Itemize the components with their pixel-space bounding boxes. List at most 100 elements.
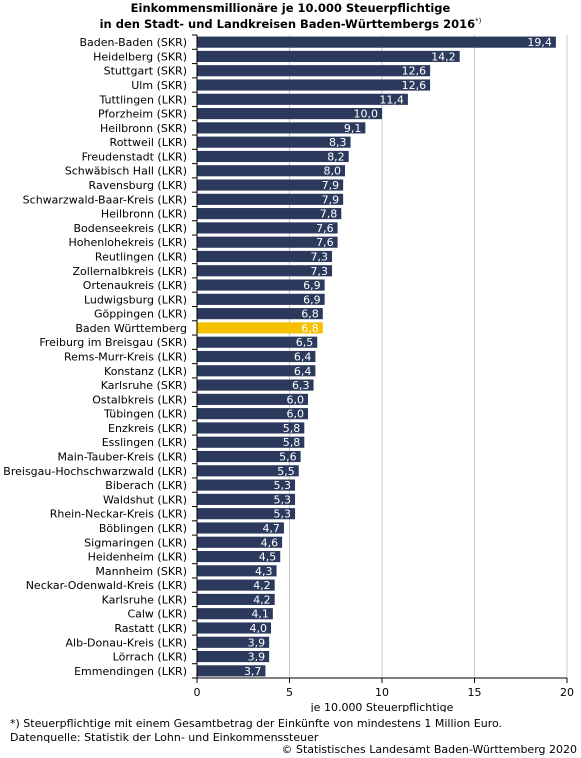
bar-value-label: 7,8 bbox=[320, 208, 338, 221]
category-label: Göppingen (LKR) bbox=[94, 308, 187, 321]
bar bbox=[197, 665, 266, 677]
x-axis-label: je 10.000 Steuerpflichtige bbox=[310, 701, 454, 712]
title-footnote-marker: *) bbox=[475, 17, 482, 25]
bar-value-label: 7,6 bbox=[316, 236, 334, 249]
bar-value-label: 7,9 bbox=[322, 179, 340, 192]
bar-value-label: 5,3 bbox=[274, 508, 292, 521]
footnote: *) Steuerpflichtige mit einem Gesamtbetr… bbox=[10, 717, 503, 730]
bar-value-label: 7,3 bbox=[311, 250, 329, 263]
category-label: Ortenaukreis (LKR) bbox=[83, 279, 187, 292]
bar bbox=[197, 79, 431, 91]
bar bbox=[197, 522, 284, 534]
title-line-2: in den Stadt- und Landkreisen Baden-Würt… bbox=[0, 15, 581, 31]
bar bbox=[197, 650, 270, 663]
bar bbox=[197, 608, 273, 620]
category-label: Pforzheim (SKR) bbox=[98, 108, 187, 121]
category-label: Heilbronn (SKR) bbox=[100, 122, 187, 135]
bar-value-label: 7,3 bbox=[311, 265, 329, 278]
x-tick-label: 5 bbox=[286, 686, 293, 699]
category-label: Reutlingen (LKR) bbox=[95, 250, 187, 263]
bar-value-label: 6,8 bbox=[301, 322, 319, 335]
category-label: Baden Württemberg bbox=[75, 322, 187, 335]
category-label: Baden-Baden (SKR) bbox=[79, 36, 187, 49]
category-label: Neckar-Odenwald-Kreis (LKR) bbox=[26, 579, 187, 592]
bar-value-label: 5,8 bbox=[283, 436, 301, 449]
title-line-2-text: in den Stadt- und Landkreisen Baden-Würt… bbox=[99, 16, 476, 31]
category-label: Ravensburg (LKR) bbox=[89, 179, 187, 192]
x-tick-label: 20 bbox=[560, 686, 574, 699]
bar-value-label: 5,5 bbox=[277, 465, 295, 478]
bar bbox=[197, 365, 316, 377]
bar-value-label: 8,3 bbox=[329, 136, 347, 149]
bar bbox=[197, 322, 323, 334]
bar-value-label: 4,7 bbox=[262, 522, 280, 535]
bar bbox=[197, 50, 460, 63]
category-label: Bodenseekreis (LKR) bbox=[73, 222, 187, 235]
bar bbox=[197, 479, 296, 491]
bar bbox=[197, 65, 431, 77]
bar-value-label: 6,9 bbox=[303, 293, 321, 306]
bar bbox=[197, 350, 316, 363]
category-label: Heidenheim (LKR) bbox=[88, 551, 187, 564]
bar bbox=[197, 593, 275, 605]
title-line-1: Einkommensmillionäre je 10.000 Steuerpfl… bbox=[130, 1, 451, 15]
bar bbox=[197, 579, 275, 591]
category-label: Alb-Donau-Kreis (LKR) bbox=[66, 636, 188, 649]
bar bbox=[197, 422, 305, 434]
category-label: Ulm (SKR) bbox=[131, 79, 187, 92]
bar-value-label: 4,2 bbox=[253, 593, 271, 606]
bar bbox=[197, 536, 283, 548]
bar-value-label: 12,6 bbox=[402, 65, 427, 78]
category-label: Rems-Murr-Kreis (LKR) bbox=[64, 351, 187, 364]
bar bbox=[197, 122, 366, 134]
bar-value-label: 8,0 bbox=[324, 165, 342, 178]
bar-value-label: 6,5 bbox=[296, 336, 314, 349]
category-label: Rhein-Neckar-Kreis (LKR) bbox=[50, 508, 187, 521]
bar bbox=[197, 636, 270, 648]
bar bbox=[197, 208, 342, 220]
bar bbox=[197, 493, 296, 505]
bar-value-label: 19,4 bbox=[527, 36, 552, 49]
category-label: Schwäbisch Hall (LKR) bbox=[65, 165, 187, 178]
bar-value-label: 5,8 bbox=[283, 422, 301, 435]
category-label: Lörrach (LKR) bbox=[113, 651, 187, 664]
bar-value-label: 11,4 bbox=[379, 93, 404, 106]
x-tick-label: 0 bbox=[194, 686, 201, 699]
copyright: © Statistisches Landesamt Baden-Württemb… bbox=[281, 743, 577, 756]
bar bbox=[197, 565, 277, 577]
category-label: Tübingen (LKR) bbox=[103, 408, 187, 421]
bar bbox=[197, 393, 308, 405]
bar bbox=[197, 336, 318, 348]
category-label: Stuttgart (SKR) bbox=[104, 65, 187, 78]
category-label: Rastatt (LKR) bbox=[114, 622, 187, 635]
category-label: Schwarzwald-Baar-Kreis (LKR) bbox=[23, 193, 187, 206]
category-label: Calw (LKR) bbox=[127, 608, 187, 621]
category-label: Main-Tauber-Kreis (LKR) bbox=[58, 451, 187, 464]
bar-value-label: 4,0 bbox=[250, 622, 268, 635]
bar-value-label: 10,0 bbox=[354, 108, 379, 121]
bar bbox=[197, 279, 325, 291]
bar bbox=[197, 236, 338, 248]
bar-value-label: 4,6 bbox=[261, 536, 279, 549]
bar-chart: 19,4 Baden-Baden (SKR) 14,2 Heidelberg (SKR… bbox=[3, 34, 574, 712]
bar-value-label: 4,2 bbox=[253, 579, 271, 592]
bar bbox=[197, 293, 325, 305]
bar-value-label: 3,7 bbox=[244, 665, 262, 678]
chart-title: Einkommensmillionäre je 10.000 Steuerpfl… bbox=[0, 2, 581, 31]
category-label: Zollernalbkreis (LKR) bbox=[73, 265, 188, 278]
bar-value-label: 14,2 bbox=[431, 50, 456, 63]
bar-value-label: 5,3 bbox=[274, 479, 292, 492]
category-label: Esslingen (LKR) bbox=[102, 436, 187, 449]
bar bbox=[197, 308, 323, 320]
bar-value-label: 5,6 bbox=[279, 451, 297, 464]
bar bbox=[197, 250, 333, 263]
bar bbox=[197, 508, 296, 520]
category-label: Karlsruhe (LKR) bbox=[102, 593, 187, 606]
bar-value-label: 6,8 bbox=[301, 308, 319, 321]
bar bbox=[197, 193, 344, 205]
category-label: Konstanz (LKR) bbox=[104, 365, 187, 378]
bar-value-label: 5,3 bbox=[274, 493, 292, 506]
bar bbox=[197, 108, 382, 120]
bar bbox=[197, 179, 344, 191]
bar-value-label: 12,6 bbox=[402, 79, 427, 92]
